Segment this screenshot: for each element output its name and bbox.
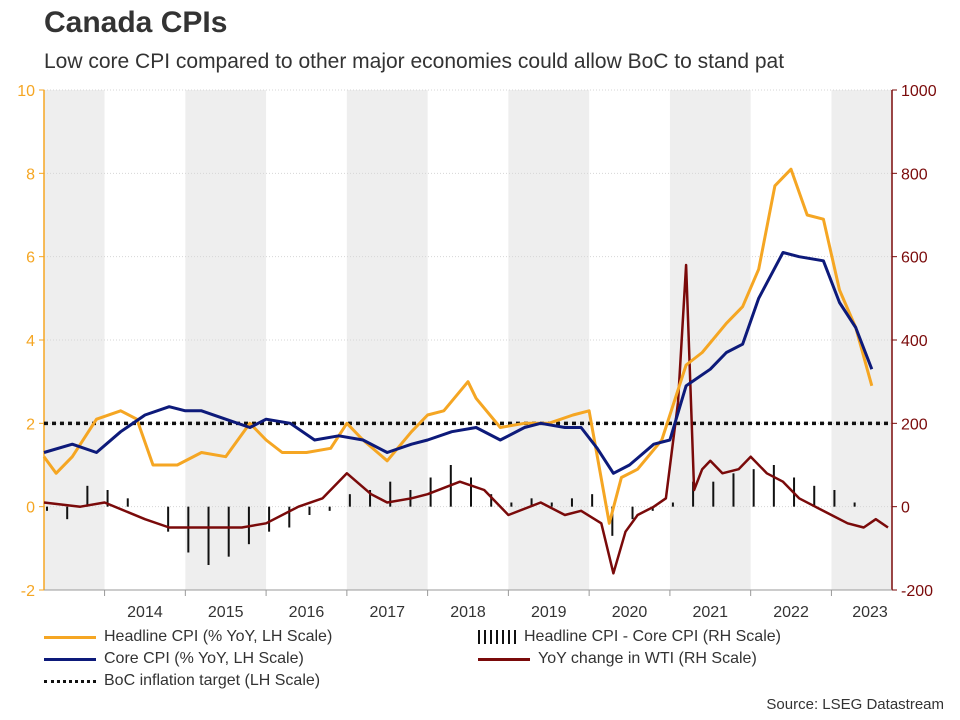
core-cpi-swatch: [44, 653, 96, 665]
right-tick-label: 800: [901, 166, 928, 183]
legend-label: Headline CPI (% YoY, LH Scale): [104, 628, 333, 645]
left-tick-label: 0: [26, 500, 35, 517]
diff-bar: [470, 477, 472, 507]
diff-bar: [126, 498, 129, 507]
diff-bar: [167, 506, 170, 532]
left-tick-label: 2: [26, 416, 35, 433]
legend-left: Headline CPI (% YoY, LH Scale) Core CPI …: [44, 626, 332, 692]
x-tick-label: 2014: [127, 604, 163, 621]
diff-bar: [288, 506, 291, 528]
wti-line: [43, 263, 889, 575]
diff-bar: [227, 506, 230, 557]
diff-bar: [651, 506, 654, 511]
year-band: [346, 90, 428, 590]
diff-bar: [550, 502, 553, 507]
legend-item-core-cpi: Core CPI (% YoY, LH Scale): [44, 648, 332, 670]
diff-bar: [328, 506, 331, 511]
diff-bar: [772, 465, 775, 507]
diff-bar: [833, 490, 836, 507]
headline-cpi-swatch: [44, 631, 96, 643]
right-tick-label: 600: [901, 250, 928, 267]
legend-item-boc-target: BoC inflation target (LH Scale): [44, 670, 332, 692]
chart-title: Canada CPIs: [44, 6, 228, 39]
diff-bar: [187, 506, 190, 553]
chart-subtitle: Low core CPI compared to other major eco…: [44, 50, 785, 73]
diff-bar: [853, 502, 856, 507]
x-tick-label: 2015: [208, 604, 244, 621]
diff-bar: [692, 481, 695, 507]
legend-item-headline-cpi: Headline CPI (% YoY, LH Scale): [44, 626, 332, 648]
diff-bar: [268, 506, 271, 532]
x-tick-label: 2021: [692, 604, 728, 621]
diff-bar: [752, 469, 755, 507]
legend-right: Headline CPI - Core CPI (RH Scale) YoY c…: [478, 626, 781, 670]
legend-label: Headline CPI - Core CPI (RH Scale): [524, 628, 781, 645]
diff-bar: [813, 485, 816, 507]
diff-bar: [530, 498, 533, 507]
right-tick-label: -200: [901, 583, 933, 600]
left-tick-label: -2: [21, 583, 35, 600]
legend-item-wti: YoY change in WTI (RH Scale): [478, 648, 781, 670]
legend-label: BoC inflation target (LH Scale): [104, 672, 321, 689]
source-note: Source: LSEG Datastream: [766, 696, 944, 713]
x-tick-label: 2016: [289, 604, 325, 621]
legend-label: Core CPI (% YoY, LH Scale): [104, 650, 304, 667]
x-tick-label: 2017: [369, 604, 405, 621]
legend-item-headline-minus-core: Headline CPI - Core CPI (RH Scale): [478, 626, 781, 648]
diff-bar: [308, 506, 311, 515]
year-band: [185, 90, 267, 590]
x-tick-label: 2019: [531, 604, 567, 621]
diff-bar: [207, 506, 210, 565]
diff-bar: [389, 481, 392, 507]
diff-bar: [369, 490, 372, 507]
diff-bar: [66, 506, 69, 520]
wti-swatch: [478, 653, 530, 665]
boc-target-swatch: [44, 675, 96, 687]
diff-bar: [732, 473, 735, 507]
x-tick-label: 2018: [450, 604, 486, 621]
diff-bar: [106, 490, 109, 507]
diff-bar: [510, 502, 513, 507]
diff-bar: [490, 494, 493, 507]
diff-bar: [671, 502, 674, 507]
right-tick-label: 1000: [901, 83, 937, 100]
core-cpi-line: [43, 251, 874, 475]
left-tick-label: 10: [17, 83, 35, 100]
diff-bar: [46, 506, 48, 511]
diff-bar: [570, 498, 573, 507]
x-tick-label: 2023: [852, 604, 888, 621]
headline-cpi-line: [42, 167, 874, 525]
diff-bar: [611, 506, 614, 536]
headline-minus-core-swatch: [478, 630, 516, 644]
diff-bar: [631, 506, 634, 520]
diff-bar: [712, 481, 715, 507]
legend-label: YoY change in WTI (RH Scale): [538, 650, 757, 667]
right-tick-label: 400: [901, 333, 928, 350]
diff-bar: [86, 485, 89, 507]
diff-bar: [348, 494, 351, 507]
diff-bar: [591, 494, 594, 507]
x-tick-label: 2020: [612, 604, 648, 621]
left-tick-label: 8: [26, 166, 35, 183]
x-tick-label: 2022: [773, 604, 809, 621]
right-tick-label: 200: [901, 416, 928, 433]
right-tick-label: 0: [901, 500, 910, 517]
left-tick-label: 6: [26, 250, 35, 267]
left-tick-label: 4: [26, 333, 35, 350]
